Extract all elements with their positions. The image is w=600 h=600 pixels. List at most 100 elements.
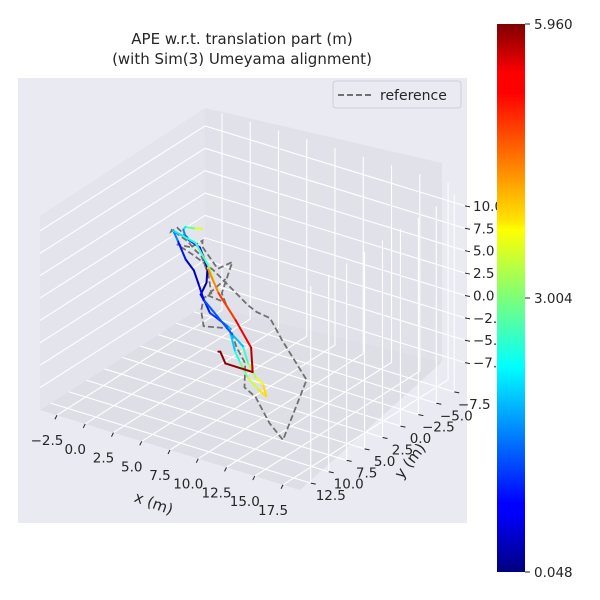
z-tick-mark (464, 362, 471, 365)
trajectory-segment (176, 239, 187, 261)
grid-line-z (204, 192, 466, 274)
trajectory-segment (219, 350, 227, 365)
y-tick-mark (454, 391, 460, 394)
grid-line-x (282, 182, 449, 486)
floor-pane (40, 305, 442, 490)
x-tick-label: 12.5 (201, 485, 231, 501)
x-tick-mark (252, 475, 256, 481)
y-tick-mark (382, 437, 388, 439)
y-tick-mark (418, 414, 424, 417)
y-tick-mark (400, 425, 406, 428)
legend-label-reference: reference (380, 88, 447, 104)
grid-line-x (56, 113, 223, 416)
grid-line-z (204, 259, 466, 341)
grid-line-z (39, 282, 206, 389)
trajectory-segment (192, 269, 200, 285)
y-tick-mark (364, 448, 370, 451)
z-tick-label: 2.5 (473, 266, 494, 282)
legend: reference (332, 80, 462, 109)
x-tick-label: 7.5 (149, 468, 170, 484)
grid-line-x (197, 156, 364, 460)
reference-trajectory (169, 226, 308, 442)
y-tick-label: 0.0 (410, 431, 431, 447)
grid-line-x (254, 174, 421, 477)
grid-line-x (113, 130, 280, 434)
y-tick-mark (436, 402, 442, 405)
y-tick-mark (310, 482, 316, 485)
x-tick-mark (167, 449, 171, 455)
grid-line-x (84, 121, 251, 425)
colorbar-label-mid: 3.004 (534, 291, 573, 307)
grid-line-x (169, 148, 336, 451)
x-tick-label: 0.0 (64, 442, 85, 458)
grid-line-z (204, 237, 466, 319)
trajectory-segment (246, 376, 260, 391)
trajectory-segment (182, 235, 197, 245)
trajectory-segment (254, 376, 265, 386)
grid-line-x (141, 139, 308, 442)
z-tick-mark (464, 339, 471, 342)
x-tick-mark (195, 458, 199, 463)
z-tick-mark (464, 227, 471, 230)
z-tick-label: 7.5 (473, 221, 494, 237)
x-tick-label: 15.0 (230, 494, 260, 510)
z-tick-mark (464, 250, 471, 253)
grid-line-z (39, 259, 206, 366)
colorbar-label-min: 0.048 (534, 565, 573, 581)
trajectory-segment (202, 298, 234, 336)
trajectory-segment (231, 333, 244, 348)
y-tick-label: −2.5 (422, 420, 455, 436)
y-tick-mark (328, 471, 334, 474)
y-tick-label: 5.0 (374, 454, 395, 470)
x-tick-label: 2.5 (93, 451, 114, 467)
y-tick-label: 2.5 (392, 443, 413, 459)
trajectory-segment (204, 301, 211, 314)
colorbar-label-max: 5.960 (534, 17, 573, 33)
trajectory-segment (262, 383, 268, 398)
grid-line-z (39, 237, 206, 344)
trajectory-layer (169, 225, 308, 442)
chart-subtitle: (with Sim(3) Umeyama alignment) (112, 50, 372, 68)
z-tick-label: 5.0 (473, 244, 494, 260)
x-tick-label: 5.0 (121, 459, 142, 475)
z-tick-label: 10.0 (473, 199, 503, 215)
x-tick-mark (224, 467, 227, 472)
z-tick-mark (464, 272, 471, 275)
trajectory-segment (194, 242, 210, 268)
trajectory-segment (205, 267, 209, 284)
back-pane (40, 108, 205, 410)
x-tick-mark (82, 423, 86, 429)
grid-line-x (226, 165, 393, 468)
grid-line-z (39, 170, 206, 277)
grid-line-z (39, 192, 206, 299)
z-tick-mark (464, 317, 471, 320)
trajectory-segment (250, 346, 254, 374)
grid-line-z (204, 170, 466, 252)
x-tick-label: −2.5 (31, 433, 64, 449)
grid-line-z (204, 125, 466, 207)
x-tick-mark (111, 432, 114, 437)
grid-line-z (39, 147, 206, 254)
chart-title: APE w.r.t. translation part (m) (131, 30, 352, 48)
colorbar-gradient (497, 24, 525, 572)
y-tick-label: −5.0 (440, 408, 473, 424)
trajectory-segment (207, 268, 220, 295)
y-tick-label: 10.0 (334, 477, 364, 493)
x-tick-mark (280, 484, 284, 490)
z-tick-mark (464, 294, 471, 297)
grid-line-z (39, 125, 206, 232)
trajectory-segment (217, 292, 237, 322)
z-tick-mark (464, 205, 471, 208)
grid-line-z (204, 147, 466, 229)
trajectory-segment (197, 282, 205, 301)
y-tick-mark (346, 459, 352, 462)
trajectory-segment (184, 258, 195, 272)
y-tick-label: −7.5 (458, 397, 491, 413)
y-tick-label: 7.5 (356, 465, 377, 481)
legend-box (332, 80, 462, 109)
trajectory-segment (234, 319, 253, 349)
trajectory-segment (224, 362, 254, 374)
x-tick-mark (139, 441, 143, 446)
trajectory-segment (182, 228, 187, 238)
